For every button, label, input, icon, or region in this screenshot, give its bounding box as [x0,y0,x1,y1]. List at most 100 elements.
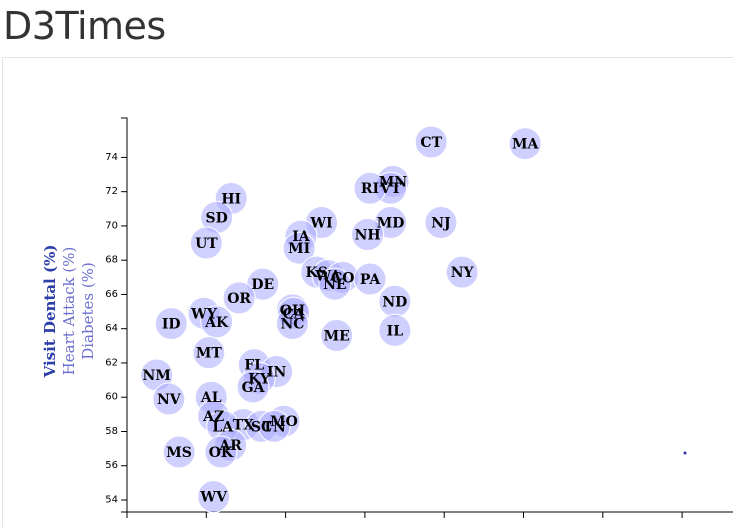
y-tick: 62 [105,357,127,368]
state-point[interactable] [353,262,387,296]
state-label: ND [382,294,407,310]
state-label: LA [212,419,234,435]
y-axis-line [121,117,128,513]
y-tick-label: 56 [105,460,118,471]
state-point[interactable] [508,127,542,161]
state-label: NE [323,277,346,293]
state-point[interactable] [275,307,309,341]
state-label: CT [420,135,442,151]
stray-dot [683,451,687,455]
y-tick-label: 54 [105,495,118,506]
state-label: NM [143,368,171,384]
page-title: D3Times [3,4,166,48]
y-tick-label: 60 [105,392,118,403]
state-label: ID [162,317,181,333]
y-tick: 64 [105,323,127,334]
y-axis-label[interactable]: Diabetes (%) [79,262,97,360]
state-point[interactable] [378,313,412,347]
y-tick-label: 66 [105,289,118,300]
state-point[interactable] [424,205,458,239]
state-point[interactable] [320,319,354,353]
state-label: OH [280,303,305,319]
state-label: NC [280,317,304,333]
state-label: MN [379,174,407,190]
state-label: PA [360,272,382,288]
state-label: WI [309,215,332,231]
state-point[interactable] [222,281,256,315]
y-tick: 66 [105,289,127,300]
state-label: OR [227,291,251,307]
y-tick-label: 72 [105,186,118,197]
state-point[interactable] [351,217,385,251]
state-label: MO [270,414,298,430]
state-label: AZ [202,409,224,425]
state-label: ME [324,329,350,345]
state-point[interactable] [152,382,186,416]
state-label: MD [377,215,405,231]
state-point[interactable] [257,409,291,443]
x-axis [126,511,733,518]
y-tick: 58 [105,426,127,437]
state-label: CO [331,270,354,286]
state-label: AL [200,390,222,406]
state-label: TN [263,419,286,435]
state-point[interactable] [236,370,270,404]
state-label: SD [206,210,228,226]
state-point[interactable] [353,171,387,205]
state-label: WV [199,490,228,506]
state-point[interactable] [162,435,196,469]
state-label: OK [209,445,234,461]
state-point[interactable] [318,267,352,301]
y-axis-label[interactable]: Visit Dental (%) [41,245,59,379]
y-tick-label: 70 [105,220,118,231]
state-label: MT [196,346,222,362]
y-tick: 74 [105,152,127,163]
state-label: IA [292,229,311,245]
state-label: CA [283,306,306,322]
y-tick-label: 62 [105,357,118,368]
state-point[interactable] [204,435,238,469]
state-point[interactable] [445,255,479,289]
state-label: IN [267,365,287,381]
state-point[interactable] [200,305,234,339]
state-label: WA [314,269,342,285]
y-tick-label: 74 [105,152,118,163]
state-label: VT [379,181,402,197]
state-point[interactable] [189,226,223,260]
state-label: AR [218,438,242,454]
state-point[interactable] [282,231,316,265]
y-axis: 54 56 58 60 62 64 66 68 70 72 74 [105,117,128,513]
state-label: RI [361,181,379,197]
state-label: NH [355,227,381,243]
state-label: TX [233,418,254,434]
y-tick: 72 [105,186,127,197]
state-label: DE [251,277,274,293]
y-tick: 68 [105,255,127,266]
state-label: MI [288,241,310,257]
state-label: SC [251,419,272,435]
state-label: KS [306,265,328,281]
state-label: NJ [431,215,451,231]
state-label: GA [242,380,266,396]
y-tick: 60 [105,392,127,403]
y-tick: 54 [105,495,127,506]
y-tick: 56 [105,460,127,471]
state-point[interactable] [192,336,226,370]
y-tick-label: 68 [105,255,118,266]
state-point[interactable] [154,307,188,341]
y-tick-label: 64 [105,323,118,334]
state-label: IL [387,323,404,339]
state-label: NV [157,392,182,408]
state-label: HI [221,192,241,208]
state-label: FL [244,358,264,374]
state-label: NY [451,265,475,281]
state-label: WY [190,306,218,322]
y-axis-label[interactable]: Heart Attack (%) [60,247,78,376]
state-label: AK [204,315,229,331]
state-point[interactable] [197,480,231,514]
state-label: MS [166,445,192,461]
state-label: MA [512,137,539,153]
state-point[interactable] [414,125,448,159]
